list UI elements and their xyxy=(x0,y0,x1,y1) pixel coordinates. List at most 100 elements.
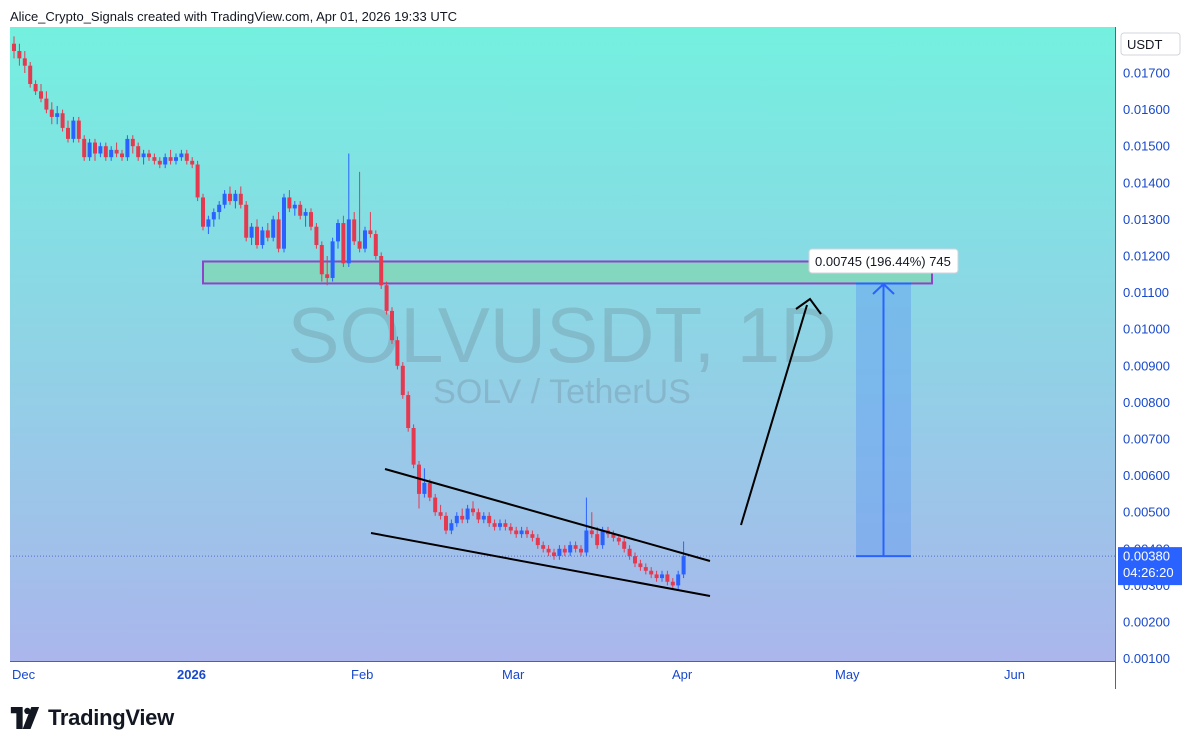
candle-body xyxy=(276,219,281,249)
candle-body xyxy=(314,226,319,246)
price-tick-label: 0.01200 xyxy=(1123,249,1170,264)
candle-body xyxy=(471,508,475,513)
price-tick-label: 0.01600 xyxy=(1123,102,1170,117)
candle-body xyxy=(228,193,232,202)
candle-body xyxy=(665,574,670,582)
candle-body xyxy=(39,91,43,99)
candle-body xyxy=(292,204,297,209)
price-axis[interactable]: 0.01700 0.01600 0.01500 0.01400 0.01300 0.012… xyxy=(1118,66,1182,667)
candle-body xyxy=(217,204,222,213)
measure-label: 0.00745 (196.44%) 745 xyxy=(815,254,951,269)
candle-body xyxy=(98,146,103,154)
candle-body xyxy=(481,515,486,520)
candle-body xyxy=(670,581,675,586)
candle-body xyxy=(28,65,33,84)
measure-label-box xyxy=(808,248,959,274)
candle-body xyxy=(541,545,546,549)
candle-body xyxy=(681,556,686,575)
price-chart[interactable]: SOLVUSDT, 1D SOLV / TetherUS 0.00745 (19… xyxy=(10,27,1190,689)
candle-body xyxy=(643,567,648,571)
wedge-lower-trendline[interactable] xyxy=(370,532,711,597)
candle-body xyxy=(282,197,286,249)
time-tick-label: Dec xyxy=(12,667,36,682)
wedge-upper-trendline[interactable] xyxy=(384,468,711,562)
time-tick-label: May xyxy=(835,667,860,682)
candle-body xyxy=(211,212,216,220)
candle-body xyxy=(514,530,519,535)
candle-body xyxy=(125,138,130,158)
candle-body xyxy=(66,127,70,139)
candle-body xyxy=(76,120,81,139)
candle-body xyxy=(422,482,427,494)
candle-body xyxy=(562,548,567,553)
candle-body xyxy=(233,193,238,202)
currency-button[interactable] xyxy=(1120,32,1181,56)
candle-body xyxy=(206,219,211,227)
candle-body xyxy=(287,197,292,209)
candle-body xyxy=(579,548,583,553)
candle-body xyxy=(12,43,16,52)
chart-background xyxy=(10,27,1116,661)
projection-arrow-head xyxy=(795,297,822,315)
candle-body xyxy=(136,146,141,158)
candle-body xyxy=(363,230,367,249)
candle-body xyxy=(595,534,600,546)
candle-body xyxy=(168,157,173,161)
candle-body xyxy=(568,545,573,553)
price-tick-label: 0.00100 xyxy=(1123,651,1170,666)
price-tick-label: 0.00700 xyxy=(1123,432,1170,447)
candle-body xyxy=(163,157,168,165)
candle-body xyxy=(357,241,362,249)
time-axis[interactable]: Dec 2026 Feb Mar Apr May Jun xyxy=(12,667,1025,682)
candle-body xyxy=(184,153,189,161)
currency-label: USDT xyxy=(1127,37,1162,52)
candle-body xyxy=(352,219,357,242)
candle-body xyxy=(498,523,502,527)
chart-panel[interactable]: SOLVUSDT, 1D SOLV / TetherUS 0.00745 (19… xyxy=(10,27,1190,689)
candle-body xyxy=(557,548,562,557)
candle-body xyxy=(271,219,276,238)
time-scale-background xyxy=(10,661,1116,689)
candle-body xyxy=(22,58,27,66)
price-tick-label: 0.01400 xyxy=(1123,175,1170,190)
candle-body xyxy=(438,512,443,516)
candle-body xyxy=(346,219,351,264)
candle-body xyxy=(60,113,65,128)
time-tick-label: Apr xyxy=(672,667,693,682)
candle-body xyxy=(255,226,259,246)
tradingview-logo[interactable]: TradingView xyxy=(10,703,174,733)
candle-body xyxy=(384,285,389,311)
candle-body xyxy=(627,548,632,557)
candle-body xyxy=(44,98,49,110)
candle-body xyxy=(195,164,200,198)
candle-body xyxy=(174,157,178,161)
candle-body xyxy=(152,157,157,161)
bar-countdown-label: 04:26:20 xyxy=(1123,565,1174,580)
time-tick-label: Mar xyxy=(502,667,525,682)
candle-body xyxy=(33,83,38,92)
candle-body xyxy=(400,365,405,396)
price-tick-label: 0.01100 xyxy=(1123,285,1169,300)
candle-body xyxy=(141,153,146,158)
candle-body xyxy=(222,193,227,205)
candle-body xyxy=(676,574,681,586)
candle-body xyxy=(179,153,184,158)
candle-body xyxy=(616,537,621,542)
candle-body xyxy=(433,497,438,513)
watermark-pair: SOLV / TetherUS xyxy=(433,373,691,411)
tradingview-brand: TradingView xyxy=(48,705,174,730)
candle-body xyxy=(444,515,448,531)
candle-body xyxy=(71,120,76,139)
candle-body xyxy=(449,523,454,531)
candles xyxy=(12,36,686,590)
price-tick-label: 0.01000 xyxy=(1123,322,1170,337)
candle-body xyxy=(406,395,411,429)
candle-body xyxy=(508,526,513,531)
candle-body xyxy=(260,230,265,246)
candle-body xyxy=(530,534,535,538)
price-tick-label: 0.00500 xyxy=(1123,505,1170,520)
candle-body xyxy=(120,153,124,158)
candle-body xyxy=(395,340,400,366)
current-price-label: 0.00380 xyxy=(1123,549,1170,564)
projection-arrow-line[interactable] xyxy=(740,304,808,526)
